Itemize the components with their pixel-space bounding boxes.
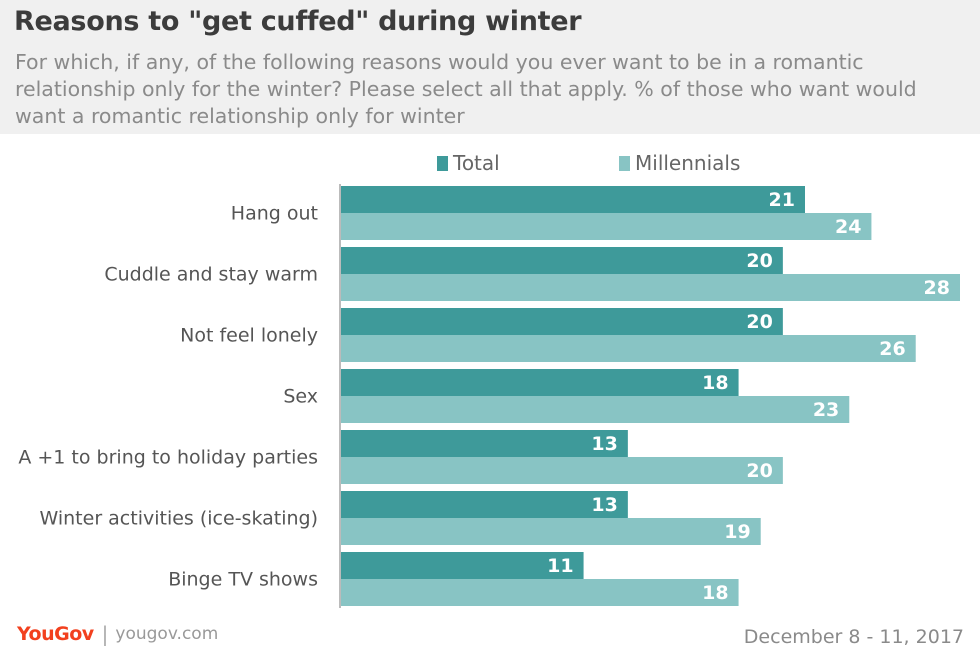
- legend-item-total: Total: [437, 150, 500, 176]
- chart-title: Reasons to "get cuffed" during winter: [14, 6, 582, 37]
- bar-millennials: [340, 518, 761, 545]
- data-label-total: 13: [591, 433, 617, 455]
- bar-total: [340, 369, 739, 396]
- data-label-total: 20: [746, 311, 772, 333]
- category-label: Binge TV shows: [168, 569, 318, 591]
- legend-item-millennials: Millennials: [619, 150, 740, 176]
- survey-date: December 8 - 11, 2017: [743, 626, 964, 648]
- legend-label-millennials: Millennials: [635, 151, 741, 175]
- bar-millennials: [340, 335, 916, 362]
- legend-swatch-total: [437, 155, 448, 171]
- data-label-total: 20: [746, 250, 772, 272]
- header-panel: Reasons to "get cuffed" during winter Fo…: [0, 0, 980, 134]
- category-label: Not feel lonely: [180, 325, 318, 347]
- bar-total: [340, 247, 783, 274]
- bar-total: [340, 186, 805, 213]
- data-label-total: 18: [702, 372, 728, 394]
- brand-name: YouGov: [17, 623, 94, 645]
- data-label-total: 21: [769, 189, 795, 211]
- category-label: Hang out: [231, 203, 318, 225]
- data-label-millennials: 20: [746, 460, 772, 482]
- category-label: Winter activities (ice-skating): [39, 508, 318, 530]
- legend-swatch-millennials: [619, 155, 630, 171]
- data-label-millennials: 19: [724, 521, 750, 543]
- category-label: A +1 to bring to holiday parties: [18, 447, 318, 469]
- bar-millennials: [340, 396, 850, 423]
- bar-millennials: [340, 579, 739, 606]
- bar-total: [340, 491, 628, 518]
- category-label: Sex: [283, 386, 318, 408]
- bar-total: [340, 308, 783, 335]
- data-label-millennials: 28: [924, 277, 950, 299]
- chart-subtitle: For which, if any, of the following reas…: [15, 50, 917, 128]
- data-label-millennials: 23: [813, 399, 839, 421]
- bar-total: [340, 552, 584, 579]
- data-label-millennials: 24: [835, 216, 861, 238]
- data-label-millennials: 18: [702, 582, 728, 604]
- legend-label-total: Total: [453, 151, 500, 175]
- bar-millennials: [340, 457, 783, 484]
- brand-separator: |: [101, 622, 109, 646]
- data-label-total: 11: [547, 555, 573, 577]
- category-label: Cuddle and stay warm: [104, 264, 318, 286]
- bar-total: [340, 430, 628, 457]
- legend: Total Millennials: [0, 150, 980, 176]
- bar-millennials: [340, 213, 872, 240]
- data-label-total: 13: [591, 494, 617, 516]
- data-label-millennials: 26: [879, 338, 905, 360]
- bar-millennials: [340, 274, 960, 301]
- brand-url: yougov.com: [115, 624, 219, 644]
- yougov-logo: YouGov | yougov.com: [17, 620, 218, 648]
